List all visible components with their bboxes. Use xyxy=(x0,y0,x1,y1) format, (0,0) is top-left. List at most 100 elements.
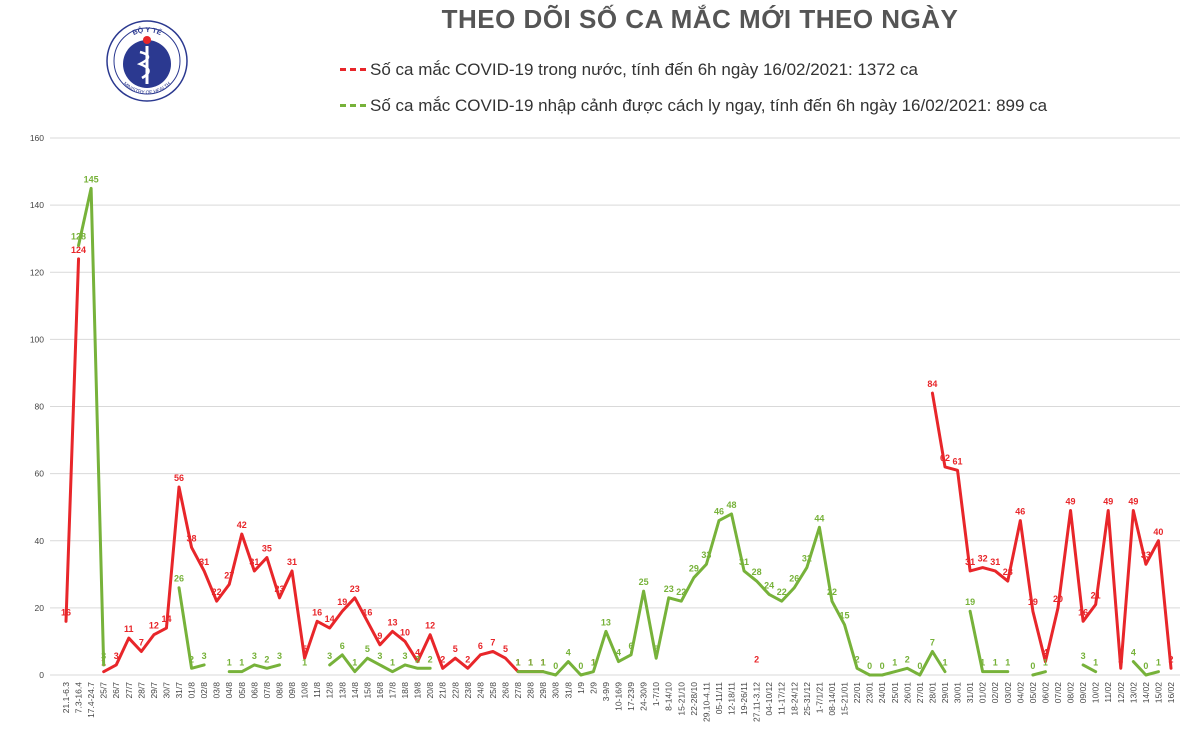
x-tick-label: 29/7 xyxy=(149,682,159,699)
imported-data-label: 1 xyxy=(352,658,357,668)
x-tick-label: 19/8 xyxy=(413,682,423,699)
domestic-data-label: 14 xyxy=(161,614,171,624)
imported-data-label: 6 xyxy=(629,641,634,651)
x-tick-label: 27/01 xyxy=(915,682,925,704)
domestic-data-label: 7 xyxy=(490,638,495,648)
domestic-data-label: 38 xyxy=(187,533,197,543)
domestic-data-label: 31 xyxy=(249,557,259,567)
imported-series-line xyxy=(1031,670,1047,677)
imported-data-label: 1 xyxy=(227,658,232,668)
imported-data-label: 3 xyxy=(1081,651,1086,661)
imported-data-label: 1 xyxy=(516,658,521,668)
domestic-data-label: 16 xyxy=(1078,607,1088,617)
legend-domestic: Số ca mắc COVID-19 trong nước, tính đến … xyxy=(340,60,918,80)
domestic-data-label: 4 xyxy=(1043,648,1048,658)
domestic-data-label: 28 xyxy=(1003,567,1013,577)
imported-data-label: 31 xyxy=(739,557,749,567)
domestic-data-label: 4 xyxy=(415,648,420,658)
imported-data-label: 6 xyxy=(340,641,345,651)
domestic-data-label: 20 xyxy=(1053,594,1063,604)
x-tick-label: 11/8 xyxy=(312,682,322,698)
x-tick-label: 01/8 xyxy=(187,682,197,699)
imported-series-line xyxy=(516,512,947,677)
domestic-data-label: 49 xyxy=(1128,497,1138,507)
domestic-series-line xyxy=(64,257,81,623)
imported-series-line xyxy=(227,663,281,674)
imported-data-label: 1 xyxy=(993,658,998,668)
x-tick-label: 10-16/9 xyxy=(614,682,624,711)
domestic-data-label: 13 xyxy=(387,617,397,627)
imported-data-label: 1 xyxy=(1156,658,1161,668)
domestic-series-line xyxy=(930,391,1173,670)
imported-data-label: 19 xyxy=(965,597,975,607)
x-tick-label: 19-26/11 xyxy=(739,682,749,715)
x-tick-label: 30/7 xyxy=(161,682,171,699)
domestic-data-label: 12 xyxy=(149,621,159,631)
imported-data-label: 24 xyxy=(764,580,774,590)
x-tick-label: 31/7 xyxy=(174,682,184,699)
imported-data-label: 1 xyxy=(239,658,244,668)
domestic-data-label: 62 xyxy=(940,453,950,463)
x-tick-label: 04/02 xyxy=(1015,682,1025,704)
imported-data-label: 3 xyxy=(101,651,106,661)
domestic-data-label: 1 xyxy=(591,658,596,668)
imported-data-label: 1 xyxy=(528,658,533,668)
imported-data-label: 0 xyxy=(1143,661,1148,671)
domestic-data-label: 2 xyxy=(1168,654,1173,664)
x-tick-label: 22/01 xyxy=(852,682,862,704)
imported-data-label: 0 xyxy=(553,661,558,671)
x-tick-label: 20/8 xyxy=(425,682,435,699)
x-tick-label: 30/8 xyxy=(551,682,561,699)
x-tick-label: 08/02 xyxy=(1066,682,1076,704)
x-tick-label: 1-7/10 xyxy=(651,682,661,706)
imported-data-label: 22 xyxy=(827,587,837,597)
x-tick-label: 29/01 xyxy=(940,682,950,704)
x-tick-label: 3-9/9 xyxy=(601,682,611,702)
x-tick-label: 15-21/10 xyxy=(676,682,686,716)
x-tick-label: 22/8 xyxy=(450,682,460,699)
domestic-data-label: 49 xyxy=(1066,497,1076,507)
domestic-data-label: 6 xyxy=(478,641,483,651)
domestic-data-label: 2 xyxy=(754,654,759,664)
domestic-data-label: 27 xyxy=(224,570,234,580)
imported-data-label: 145 xyxy=(84,174,99,184)
x-tick-label: 24-30/9 xyxy=(639,682,649,711)
domestic-data-label: 10 xyxy=(400,627,410,637)
imported-data-label: 128 xyxy=(71,231,86,241)
x-tick-label: 26/8 xyxy=(500,682,510,699)
x-tick-label: 08/8 xyxy=(274,682,284,699)
x-tick-label: 10/02 xyxy=(1091,682,1101,704)
imported-data-label: 23 xyxy=(664,584,674,594)
x-tick-label: 16/02 xyxy=(1166,682,1176,704)
x-tick-label: 30/01 xyxy=(953,682,963,704)
x-tick-label: 02/8 xyxy=(199,682,209,699)
x-tick-label: 06/8 xyxy=(249,682,259,699)
imported-data-label: 3 xyxy=(252,651,257,661)
legend-domestic-label: Số ca mắc COVID-19 trong nước, tính đến … xyxy=(370,60,918,79)
domestic-data-label: 84 xyxy=(927,379,937,389)
y-tick-label: 140 xyxy=(30,200,44,210)
imported-data-label: 26 xyxy=(789,574,799,584)
imported-data-label: 1 xyxy=(892,658,897,668)
domestic-data-label: 19 xyxy=(1028,597,1038,607)
domestic-data-label: 42 xyxy=(237,520,247,530)
y-tick-label: 20 xyxy=(35,603,45,613)
x-tick-label: 14/8 xyxy=(350,682,360,699)
imported-data-label: 29 xyxy=(689,564,699,574)
imported-series-line xyxy=(77,186,106,667)
imported-series-line xyxy=(1131,660,1160,677)
x-tick-label: 27/7 xyxy=(124,682,134,699)
x-tick-label: 02/02 xyxy=(990,682,1000,704)
y-tick-label: 60 xyxy=(35,469,45,479)
imported-data-label: 2 xyxy=(415,654,420,664)
x-tick-label: 25/01 xyxy=(890,682,900,704)
x-tick-label: 17/8 xyxy=(387,682,397,699)
domestic-data-label: 7 xyxy=(139,638,144,648)
x-tick-label: 8-14/10 xyxy=(664,682,674,711)
imported-data-label: 5 xyxy=(365,644,370,654)
imported-data-label: 46 xyxy=(714,507,724,517)
legend-imported: Số ca mắc COVID-19 nhập cảnh được cách l… xyxy=(340,96,1047,116)
imported-series-line xyxy=(968,609,1010,674)
imported-data-label: 2 xyxy=(428,654,433,664)
x-tick-label: 07/02 xyxy=(1053,682,1063,704)
